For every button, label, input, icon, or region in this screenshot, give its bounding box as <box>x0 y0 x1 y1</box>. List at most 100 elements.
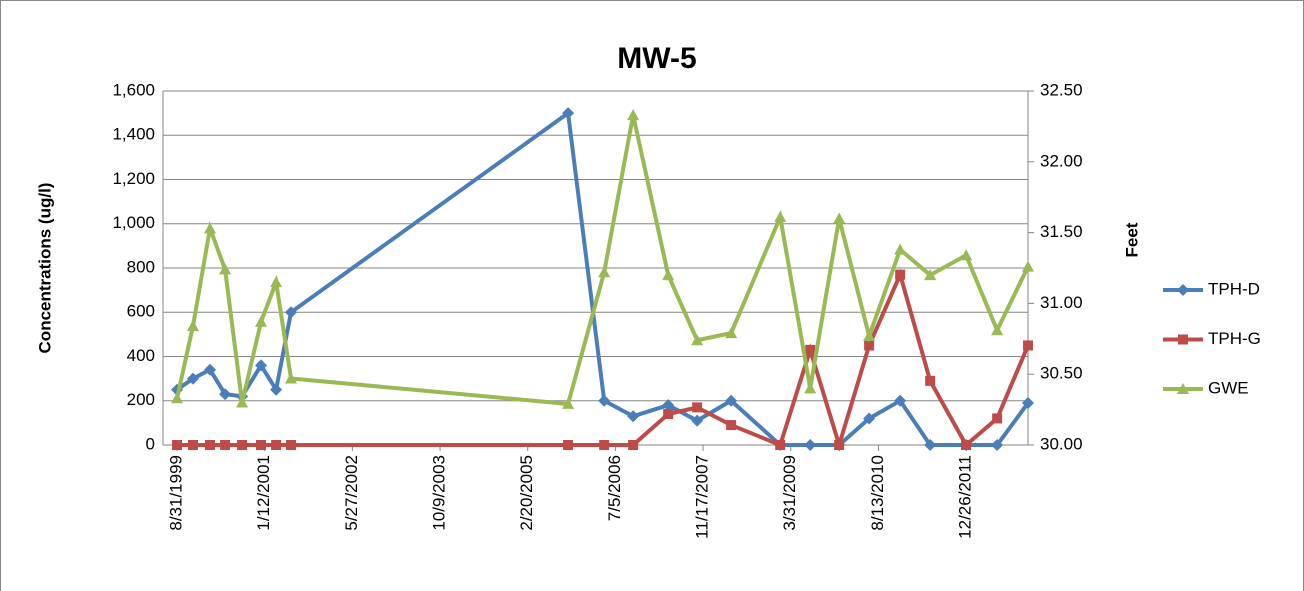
marker <box>220 440 231 450</box>
marker <box>805 344 816 355</box>
marker <box>894 394 907 407</box>
marker <box>863 412 876 425</box>
marker <box>172 440 183 450</box>
marker <box>895 269 906 280</box>
marker <box>960 249 973 261</box>
marker <box>1177 383 1189 394</box>
marker <box>775 440 786 450</box>
y-tick-label: 1,000 <box>112 213 155 232</box>
marker <box>256 440 267 450</box>
marker <box>1023 340 1033 351</box>
y2-tick-label: 32.00 <box>1040 151 1083 170</box>
chart-title: MW-5 <box>617 42 696 75</box>
marker <box>187 440 198 450</box>
marker <box>1022 260 1034 272</box>
y2-tick-label: 30.50 <box>1040 364 1083 383</box>
marker <box>691 334 704 346</box>
y2-tick-label: 31.00 <box>1040 293 1083 312</box>
marker <box>924 269 937 281</box>
x-tick-label: 8/13/2010 <box>868 455 887 531</box>
x-tick-label: 12/26/2011 <box>956 455 975 539</box>
marker <box>1177 284 1189 296</box>
marker <box>203 363 216 376</box>
marker <box>662 269 675 281</box>
marker <box>864 340 875 351</box>
marker <box>219 388 232 401</box>
marker <box>692 402 703 413</box>
marker <box>203 222 216 234</box>
y-tick-label: 800 <box>127 257 155 276</box>
marker <box>562 397 575 409</box>
y-tick-label: 1,200 <box>112 169 155 188</box>
marker <box>563 440 574 450</box>
x-tick-label: 8/31/1999 <box>167 455 186 531</box>
marker <box>834 440 845 450</box>
marker <box>725 327 738 339</box>
marker <box>991 439 1004 451</box>
marker <box>774 211 787 223</box>
marker <box>285 372 298 384</box>
y2-tick-label: 32.50 <box>1040 80 1083 99</box>
marker <box>270 383 283 396</box>
marker <box>991 324 1004 336</box>
marker <box>833 212 846 224</box>
marker <box>925 375 936 386</box>
marker <box>1178 334 1188 345</box>
marker <box>204 440 215 450</box>
marker <box>255 315 268 327</box>
legend-label: TPH-D <box>1208 279 1260 298</box>
marker <box>286 440 297 450</box>
marker <box>598 266 611 278</box>
marker <box>627 410 640 423</box>
y-tick-label: 1,400 <box>112 125 155 144</box>
marker <box>628 440 639 450</box>
y-axis-title: Concentrations (ug/l) <box>35 183 54 354</box>
marker <box>804 439 817 451</box>
marker <box>627 109 640 121</box>
marker <box>691 414 704 427</box>
marker <box>863 329 876 341</box>
y-tick-label: 0 <box>146 434 155 453</box>
marker <box>562 107 575 120</box>
marker <box>894 243 907 255</box>
marker <box>662 399 675 412</box>
marker <box>270 276 283 288</box>
y2-tick-label: 30.00 <box>1040 434 1083 453</box>
y2-axis-title: Feet <box>1122 222 1141 257</box>
marker <box>924 439 937 451</box>
y-tick-label: 200 <box>127 390 155 409</box>
y-tick-label: 400 <box>127 346 155 365</box>
y-tick-label: 600 <box>127 302 155 321</box>
y2-tick-label: 31.50 <box>1040 222 1083 241</box>
marker <box>804 382 817 394</box>
marker <box>726 420 737 431</box>
marker <box>599 440 610 450</box>
marker <box>186 372 199 385</box>
legend-label: GWE <box>1208 378 1249 397</box>
marker <box>237 440 248 450</box>
x-tick-label: 2/20/2005 <box>517 455 536 531</box>
marker <box>1022 396 1034 409</box>
x-tick-label: 7/5/2006 <box>605 455 624 521</box>
marker <box>725 394 738 407</box>
marker <box>285 306 298 319</box>
x-tick-label: 1/12/2001 <box>254 455 273 531</box>
x-tick-label: 5/27/2002 <box>342 455 361 531</box>
marker <box>171 392 184 404</box>
x-tick-label: 3/31/2009 <box>780 455 799 531</box>
x-tick-label: 11/17/2007 <box>693 455 712 539</box>
marker <box>219 263 232 275</box>
x-tick-label: 10/9/2003 <box>430 455 449 531</box>
marker <box>186 320 199 332</box>
marker <box>992 413 1003 424</box>
marker <box>255 359 268 372</box>
legend-label: TPH-G <box>1208 329 1261 348</box>
marker <box>236 396 249 408</box>
marker <box>271 440 282 450</box>
marker <box>663 409 674 420</box>
y-tick-label: 1,600 <box>112 80 155 99</box>
marker <box>961 440 972 450</box>
marker <box>598 394 611 407</box>
